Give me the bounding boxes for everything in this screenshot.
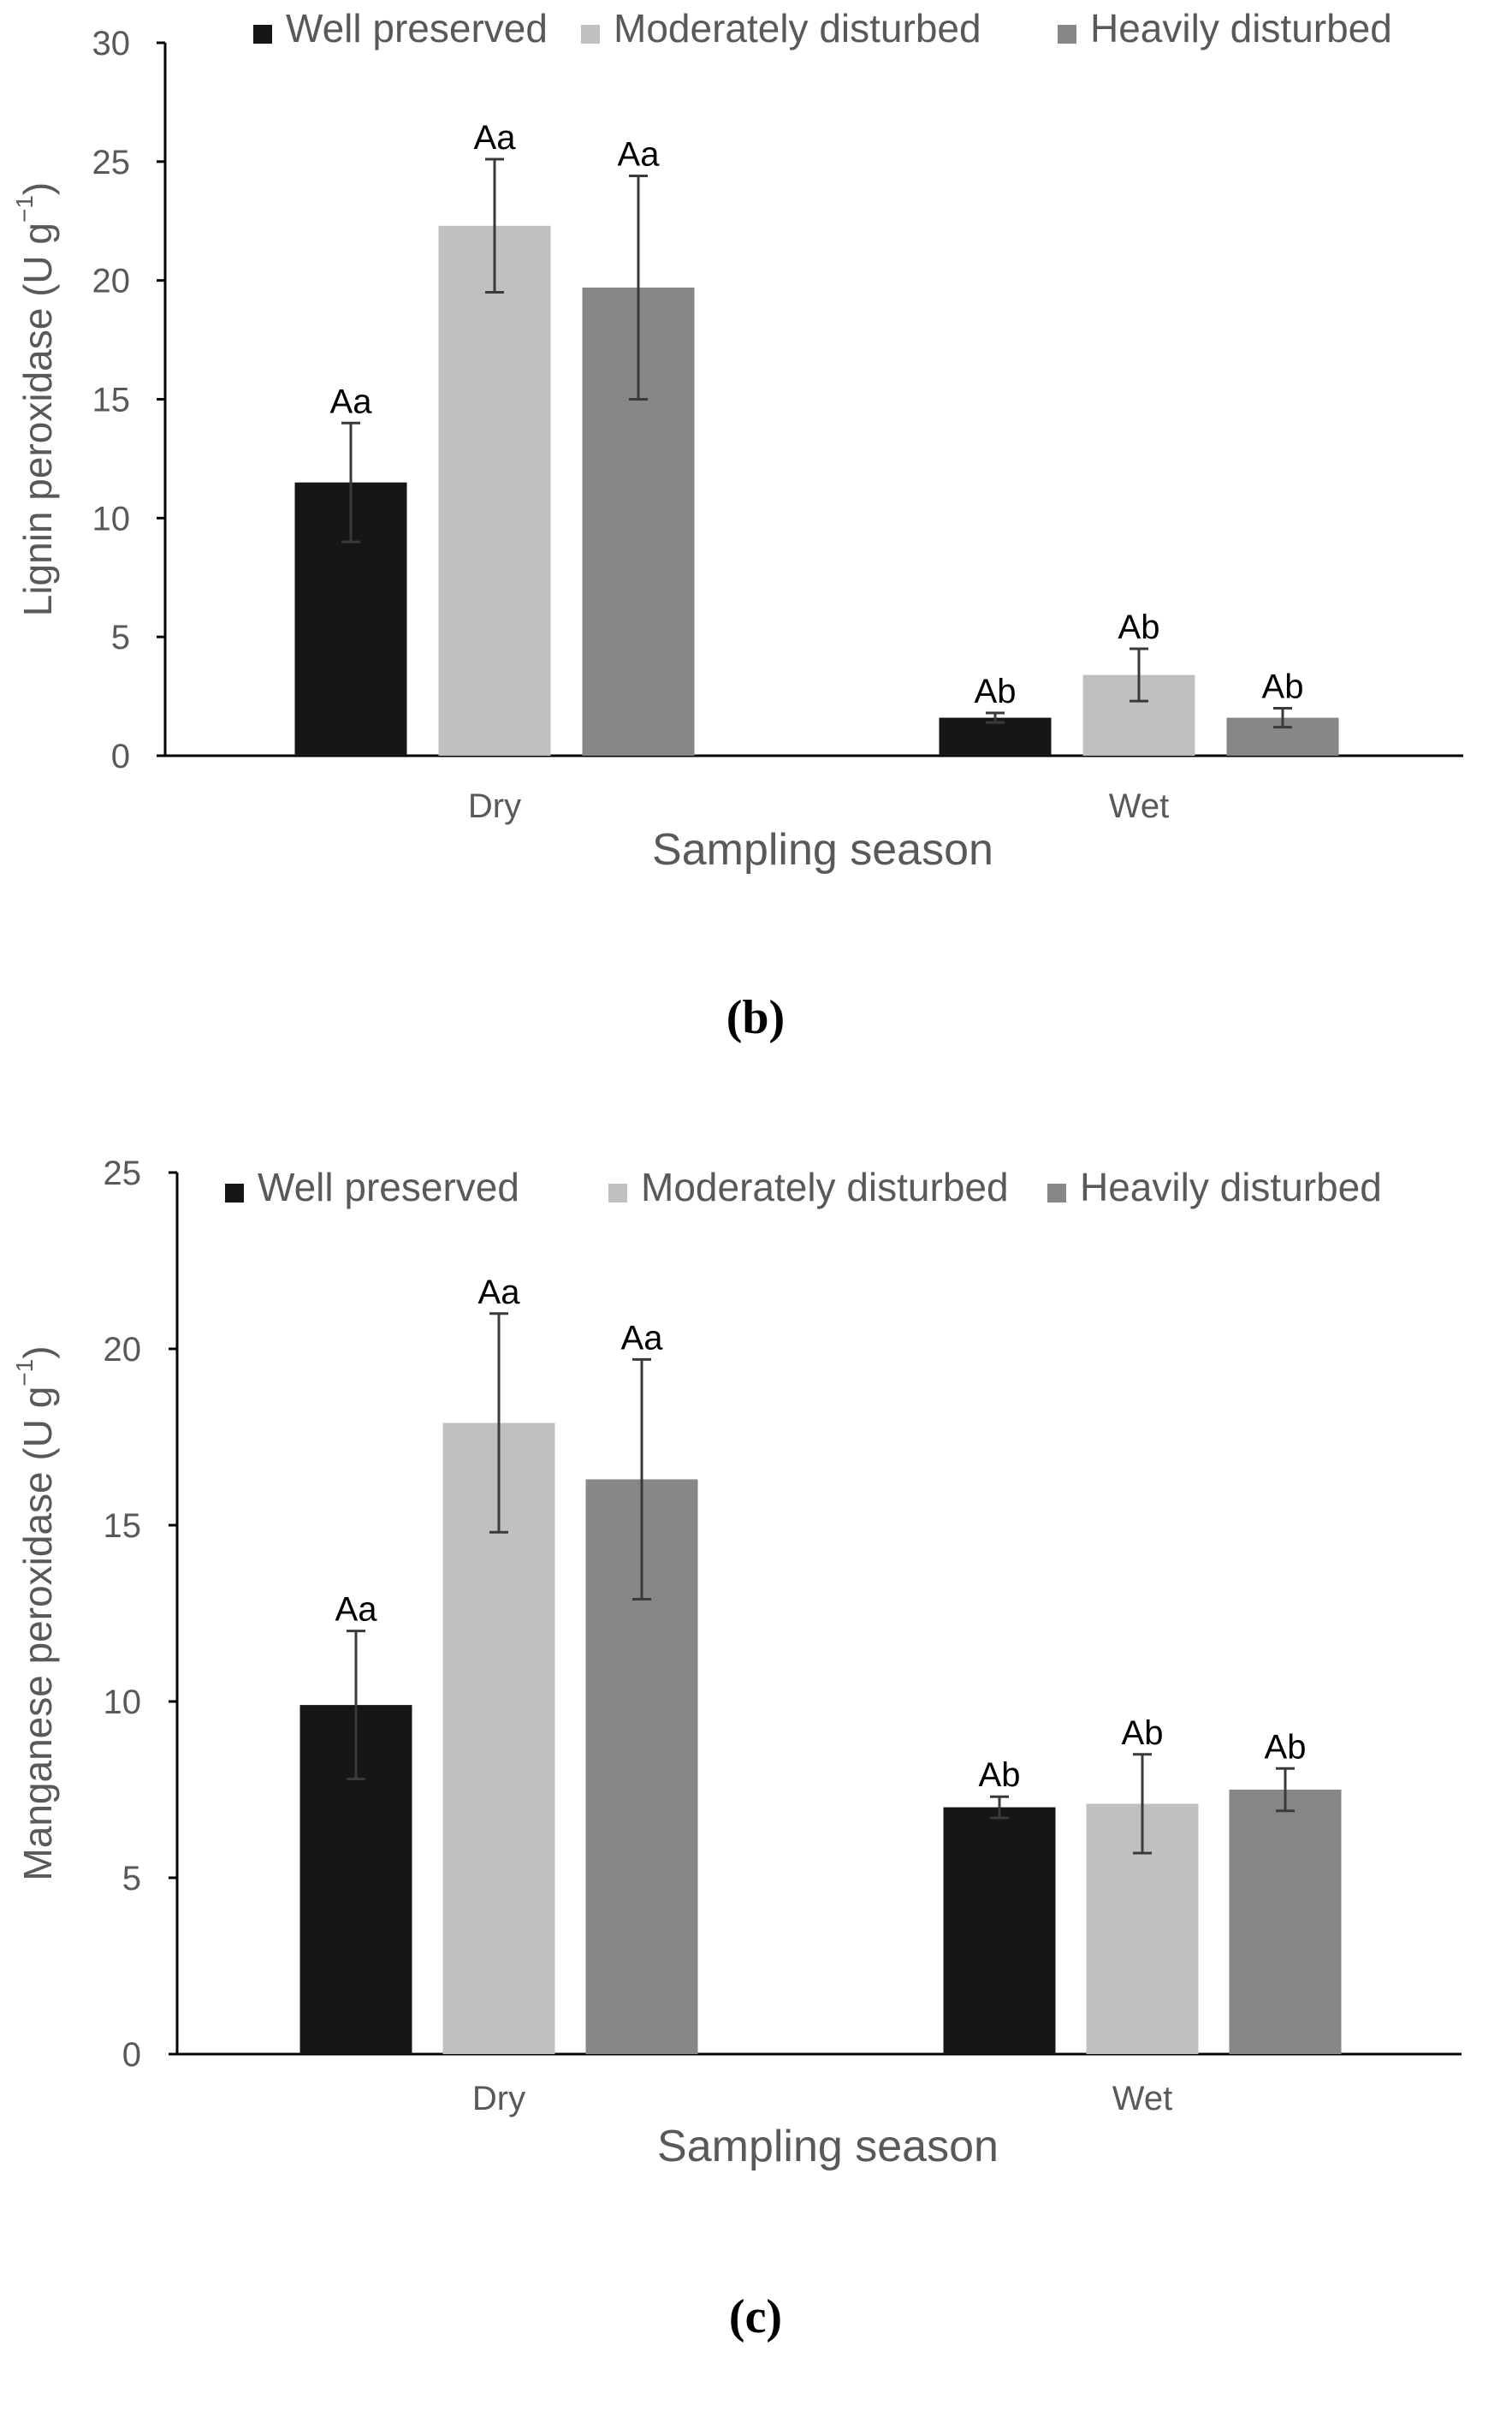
legend-label: Moderately disturbed — [641, 1165, 1009, 1209]
significance-label: Ab — [1118, 609, 1160, 646]
x-tick-label: Dry — [468, 787, 521, 825]
chart-panel-b: 0 5 10 15 20 25 30 Lignin peroxidase (U g−1) Dry… — [11, 6, 1463, 1044]
y-tick-label: 5 — [111, 619, 130, 656]
significance-label: Aa — [474, 119, 517, 157]
chart-panel-c: 0 5 10 15 20 25 Manganese peroxidase (U g−1) Dr… — [11, 1155, 1462, 2343]
y-tick-label: 20 — [92, 263, 131, 300]
y-tick-label: 15 — [104, 1507, 142, 1545]
bar — [939, 717, 1052, 756]
x-tick-label: Wet — [1112, 2080, 1172, 2117]
legend-swatch — [581, 25, 600, 44]
bar — [1229, 1790, 1342, 2054]
significance-label: Ab — [979, 1756, 1021, 1794]
legend-swatch — [253, 25, 272, 44]
legend-label: Well preserved — [258, 1165, 519, 1209]
y-tick-label: 25 — [104, 1155, 142, 1192]
legend-swatch — [225, 1184, 244, 1203]
legend-label: Heavily disturbed — [1090, 6, 1392, 50]
legend-label: Heavily disturbed — [1080, 1165, 1382, 1209]
significance-label: Ab — [1265, 1728, 1307, 1766]
panel-label: (c) — [729, 2290, 782, 2343]
significance-label: Aa — [618, 135, 661, 173]
significance-label: Ab — [1122, 1714, 1164, 1752]
significance-label: Aa — [330, 383, 373, 420]
y-axis-label: Lignin peroxidase (U g−1) — [11, 182, 61, 617]
y-tick-label: 15 — [92, 382, 131, 419]
y-tick-label: 10 — [104, 1684, 142, 1721]
y-axis-label: Manganese peroxidase (U g−1) — [11, 1345, 61, 1880]
y-tick-label: 25 — [92, 144, 131, 181]
y-tick-label: 5 — [122, 1860, 141, 1897]
legend-label: Moderately disturbed — [614, 6, 981, 50]
bar — [943, 1807, 1056, 2054]
significance-label: Ab — [975, 673, 1017, 710]
legend-swatch — [1047, 1184, 1066, 1203]
y-tick-label: 0 — [122, 2036, 141, 2074]
legend-swatch — [1058, 25, 1076, 44]
y-tick-label: 20 — [104, 1331, 142, 1369]
significance-label: Aa — [478, 1274, 521, 1311]
y-tick-label: 30 — [92, 25, 131, 62]
panel-label: (b) — [726, 991, 785, 1044]
significance-label: Aa — [621, 1319, 664, 1357]
x-axis-label: Sampling season — [652, 825, 993, 875]
bar — [438, 225, 551, 756]
y-tick-label: 0 — [111, 738, 130, 775]
legend-swatch — [608, 1184, 627, 1203]
significance-label: Ab — [1262, 668, 1304, 705]
significance-label: Aa — [335, 1591, 378, 1629]
x-tick-label: Dry — [472, 2080, 525, 2117]
legend-label: Well preserved — [286, 6, 548, 50]
x-tick-label: Wet — [1109, 787, 1169, 825]
y-tick-label: 10 — [92, 500, 131, 537]
x-axis-label: Sampling season — [657, 2122, 999, 2171]
